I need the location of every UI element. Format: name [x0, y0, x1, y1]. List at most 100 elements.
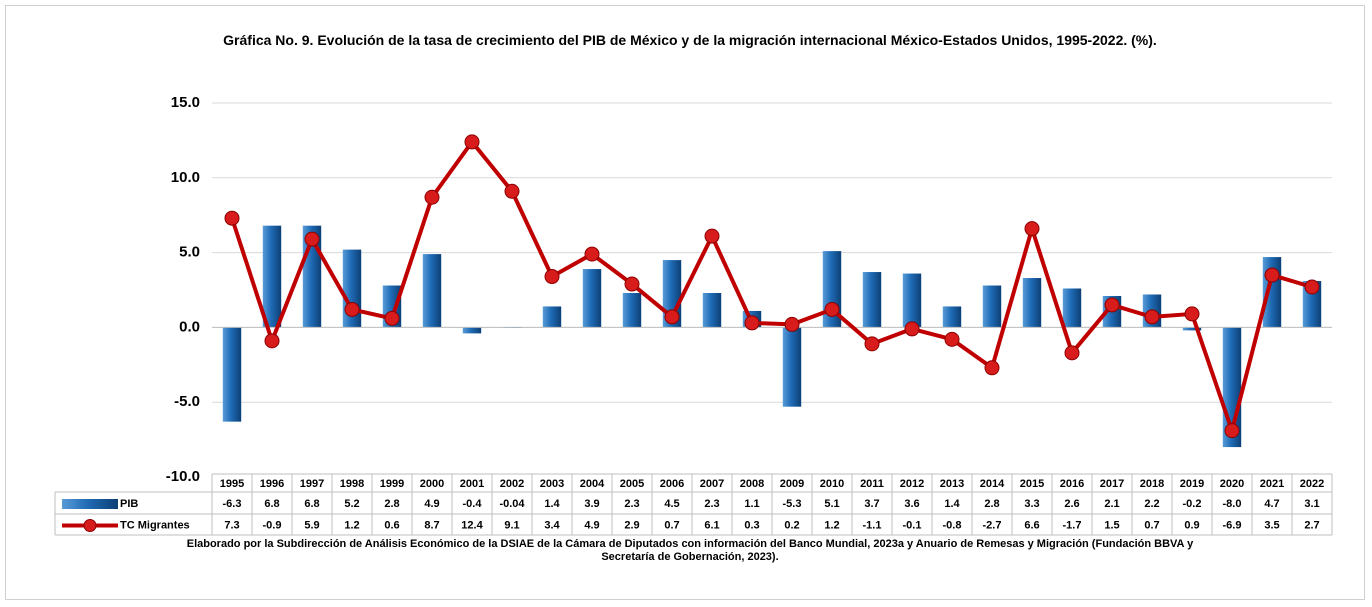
table-value: -0.2 [1183, 498, 1202, 510]
y-tick-label: 5.0 [179, 244, 200, 261]
table-value: 5.2 [344, 498, 359, 510]
bar [262, 225, 282, 328]
x-tick-label: 1998 [340, 478, 364, 490]
table-value: -0.8 [943, 519, 962, 531]
line-marker [704, 228, 720, 244]
line-marker [664, 309, 680, 325]
bar [222, 327, 242, 422]
table-value: 2.6 [1064, 498, 1079, 510]
x-tick-label: 2007 [700, 478, 724, 490]
x-tick-label: 1995 [220, 478, 244, 490]
bar [542, 306, 562, 328]
y-tick-label: 0.0 [179, 318, 200, 335]
table-value: 9.1 [504, 519, 519, 531]
line-marker [504, 183, 520, 199]
table-value: 4.7 [1264, 498, 1279, 510]
line-marker [1064, 345, 1080, 361]
line-marker [384, 310, 400, 326]
line-marker [744, 315, 760, 331]
table-value: -0.9 [263, 519, 282, 531]
x-tick-label: 2002 [500, 478, 524, 490]
line-marker [1224, 423, 1240, 439]
table-value: 2.1 [1104, 498, 1119, 510]
table-value: -8.0 [1223, 498, 1242, 510]
table-value: 0.7 [664, 519, 679, 531]
table-value: -0.04 [499, 498, 525, 510]
source-note: Elaborado por la Subdirección de Análisi… [186, 538, 1194, 563]
table-value: -6.3 [223, 498, 242, 510]
legend-label: TC Migrantes [120, 519, 190, 531]
legend-swatch [83, 519, 97, 532]
x-tick-label: 2000 [420, 478, 444, 490]
table-value: 6.8 [304, 498, 319, 510]
table-value: 1.2 [344, 519, 359, 531]
x-tick-label: 2012 [900, 478, 924, 490]
table-value: 1.2 [824, 519, 839, 531]
bar [1182, 327, 1202, 331]
x-tick-label: 2008 [740, 478, 764, 490]
line-marker [1304, 279, 1320, 295]
table-value: 1.4 [544, 498, 560, 510]
line-marker [584, 246, 600, 262]
table-value: 2.3 [704, 498, 719, 510]
bar [582, 269, 602, 328]
x-tick-label: 2011 [860, 478, 884, 490]
bar [902, 273, 922, 328]
bar [942, 306, 962, 328]
table-value: 0.7 [1144, 519, 1159, 531]
table-value: 2.7 [1304, 519, 1319, 531]
table-value: 3.3 [1024, 498, 1039, 510]
table-value: -1.7 [1063, 519, 1082, 531]
table-value: 2.8 [984, 498, 999, 510]
table-value: 2.2 [1144, 498, 1159, 510]
x-tick-label: 1997 [300, 478, 324, 490]
line-marker [1104, 297, 1120, 313]
table-value: 1.4 [944, 498, 960, 510]
table-value: 8.7 [424, 519, 439, 531]
y-tick-label: -5.0 [174, 393, 200, 410]
table-value: 6.6 [1024, 519, 1039, 531]
table-value: 0.6 [384, 519, 399, 531]
bar [702, 292, 722, 328]
line-marker [824, 301, 840, 317]
bar [1062, 288, 1082, 328]
x-tick-label: 2004 [580, 478, 605, 490]
x-tick-label: 2014 [980, 478, 1005, 490]
bar [982, 285, 1002, 328]
line-marker [784, 316, 800, 332]
x-tick-label: 1996 [260, 478, 284, 490]
table-value: 4.9 [424, 498, 439, 510]
table-value: -0.4 [463, 498, 483, 510]
line-marker [1184, 306, 1200, 322]
line-marker [344, 301, 360, 317]
table-value: 5.9 [304, 519, 319, 531]
bar [1022, 278, 1042, 328]
bar [462, 327, 482, 334]
bar [622, 292, 642, 328]
bar [782, 327, 802, 407]
line-marker [544, 269, 560, 285]
x-tick-label: 2006 [660, 478, 684, 490]
table-value: 12.4 [461, 519, 483, 531]
table-value: 3.5 [1264, 519, 1279, 531]
table-value: -2.7 [983, 519, 1002, 531]
table-value: -6.9 [1223, 519, 1242, 531]
chart-title: Gráfica No. 9. Evolución de la tasa de c… [223, 32, 1157, 48]
y-tick-label: -10.0 [166, 468, 200, 485]
table-value: 3.1 [1304, 498, 1319, 510]
table-value: 6.1 [704, 519, 719, 531]
table-value: 1.1 [744, 498, 759, 510]
line-marker [944, 331, 960, 347]
x-tick-label: 2005 [620, 478, 644, 490]
line-marker [624, 276, 640, 292]
table-value: 4.9 [584, 519, 599, 531]
table-value: 2.3 [624, 498, 639, 510]
line-marker [304, 231, 320, 247]
table-value: -0.1 [903, 519, 922, 531]
line-marker [464, 134, 480, 150]
bar [422, 254, 442, 328]
table-value: 7.3 [224, 519, 239, 531]
x-tick-label: 2013 [940, 478, 964, 490]
line-marker [1144, 309, 1160, 325]
line-marker [1024, 221, 1040, 237]
